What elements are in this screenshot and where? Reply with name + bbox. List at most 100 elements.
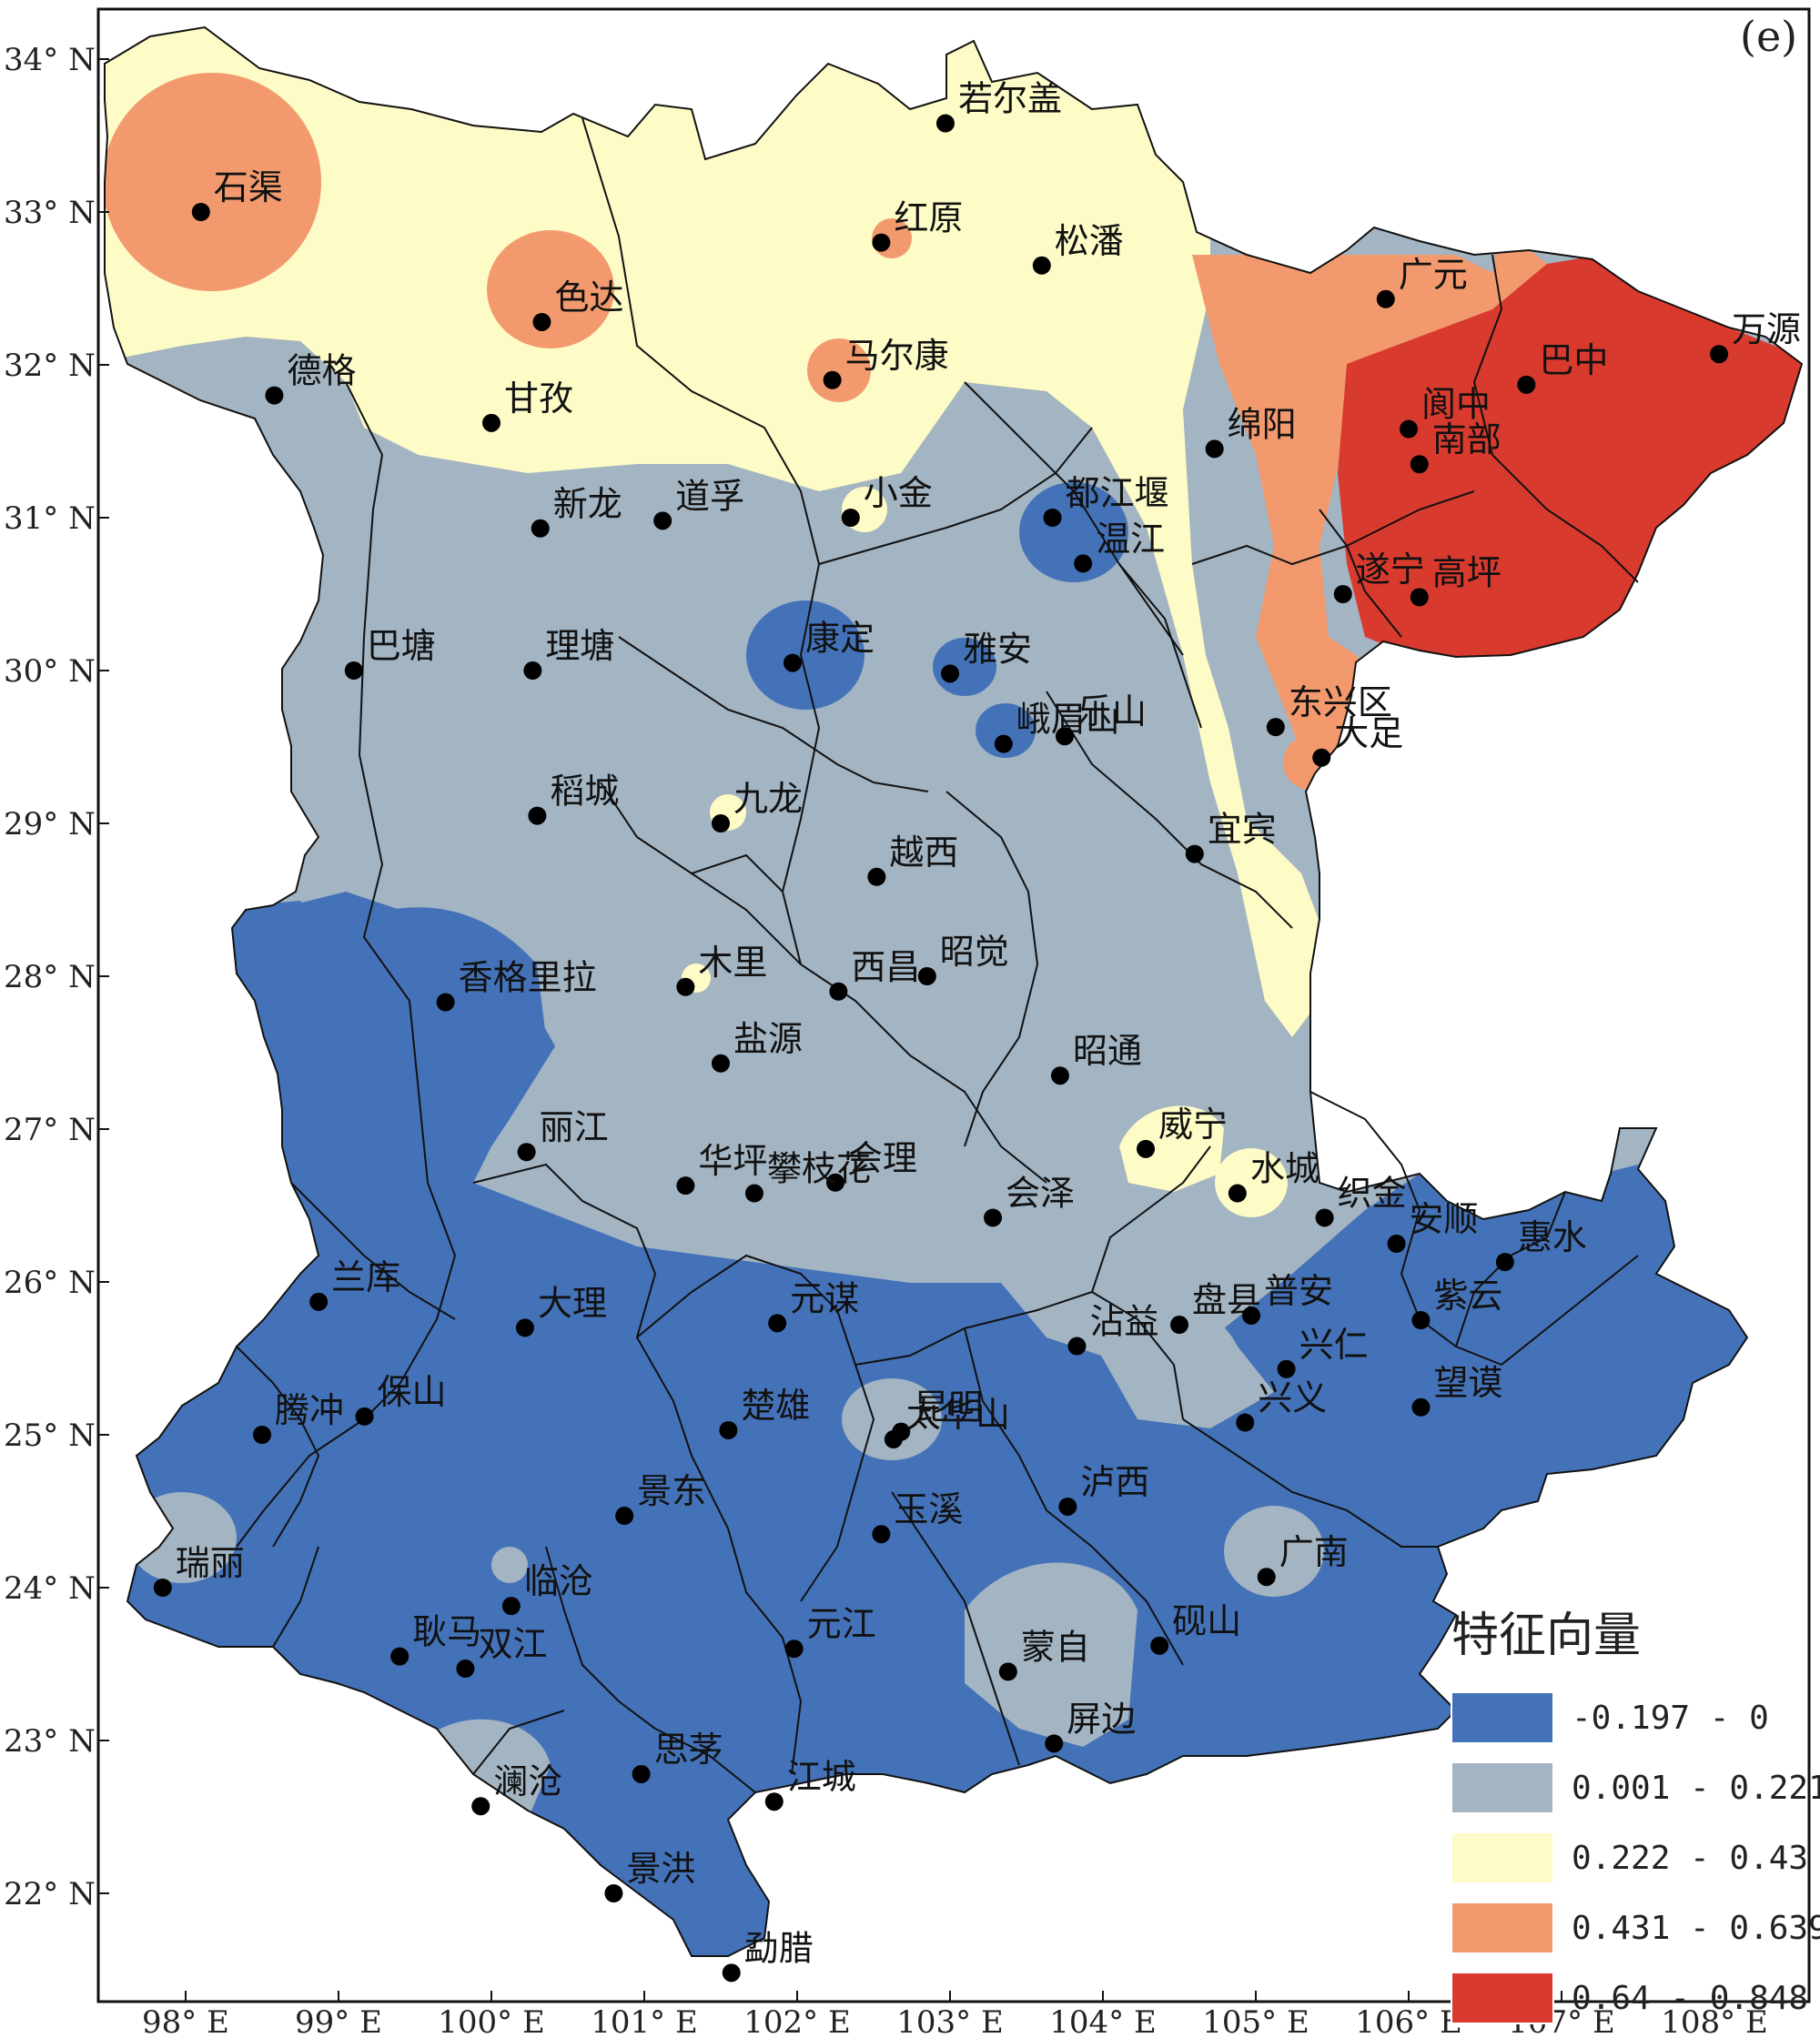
station-label: 元江 — [807, 1604, 876, 1644]
station-marker — [841, 509, 860, 527]
station-marker — [829, 982, 848, 1001]
station-label: 巴塘 — [367, 626, 436, 666]
station-marker — [1410, 588, 1429, 607]
station-label: 都江堰 — [1066, 473, 1169, 513]
station-marker — [1376, 289, 1395, 308]
station-marker — [994, 734, 1013, 753]
legend-swatch — [1451, 1831, 1554, 1884]
y-tick-label: 30° N — [4, 653, 96, 690]
station-label: 玉溪 — [894, 1489, 963, 1529]
x-tick-label: 100° E — [438, 2004, 545, 2038]
station-label: 南部 — [1432, 419, 1502, 459]
station-marker — [653, 511, 672, 530]
station-marker — [1266, 718, 1285, 737]
station-marker — [1315, 1208, 1334, 1227]
x-tick-label: 105° E — [1202, 2004, 1309, 2038]
station-label: 会理 — [848, 1138, 917, 1178]
station-marker — [867, 867, 886, 886]
station-label: 德格 — [287, 351, 356, 391]
station-label: 香格里拉 — [459, 958, 597, 998]
legend-label: 0.222 - 0.43 — [1572, 1840, 1808, 1877]
x-tick-label: 98° E — [142, 2004, 229, 2038]
station-marker — [784, 1639, 804, 1659]
legend-label: 0.001 - 0.221 — [1572, 1770, 1820, 1807]
station-label: 沾益 — [1089, 1302, 1158, 1342]
station-marker — [1043, 509, 1062, 527]
station-marker — [1241, 1306, 1260, 1325]
x-tick-label: 106° E — [1355, 2004, 1462, 2038]
station-label: 兴义 — [1258, 1378, 1327, 1418]
station-label: 广元 — [1399, 255, 1468, 295]
station-marker — [764, 1792, 784, 1811]
station-label: 思茅 — [654, 1730, 723, 1770]
station-marker — [712, 1054, 730, 1073]
station-marker — [309, 1292, 329, 1311]
station-marker — [744, 1184, 763, 1203]
station-marker — [719, 1420, 738, 1439]
station-label: 保山 — [378, 1372, 447, 1412]
station-label: 华坪 — [698, 1141, 767, 1181]
station-marker — [826, 1173, 844, 1192]
station-label: 勐腊 — [744, 1928, 814, 1968]
station-marker — [1050, 1066, 1069, 1085]
station-label: 新龙 — [553, 484, 622, 524]
x-tick-label: 99° E — [295, 2004, 382, 2038]
station-marker — [872, 1525, 891, 1544]
station-label: 蒙自 — [1021, 1627, 1090, 1667]
station-label: 昆明 — [914, 1387, 983, 1428]
legend-swatch — [1451, 1902, 1554, 1954]
station-marker — [1185, 844, 1204, 863]
x-tick-label: 104° E — [1049, 2004, 1157, 2038]
station-label: 瑞丽 — [176, 1543, 245, 1583]
station-marker — [917, 967, 936, 985]
station-marker — [1410, 455, 1429, 474]
station-label: 松潘 — [1055, 221, 1124, 261]
station-label: 甘孜 — [504, 378, 573, 419]
station-label: 景东 — [637, 1471, 706, 1511]
station-label: 安顺 — [1410, 1199, 1479, 1239]
station-marker — [531, 519, 550, 538]
station-label: 道孚 — [675, 476, 744, 516]
station-marker — [935, 114, 955, 133]
x-tick-labels: 98° E 99° E 100° E 101° E 102° E 103° E 104° E… — [142, 2004, 1768, 2038]
station-label: 织金 — [1338, 1173, 1407, 1213]
station-label: 紫云 — [1433, 1276, 1502, 1316]
y-tick-label: 28° N — [4, 959, 96, 995]
station-marker — [1058, 1497, 1077, 1516]
station-label: 兰库 — [331, 1257, 400, 1297]
station-marker — [1387, 1235, 1406, 1253]
y-tick-label: 27° N — [4, 1112, 96, 1148]
station-marker — [768, 1314, 787, 1333]
station-label: 广南 — [1279, 1532, 1349, 1572]
station-label: 耿马 — [412, 1612, 481, 1652]
station-marker — [1710, 345, 1729, 364]
station-marker — [471, 1797, 490, 1816]
station-marker — [1517, 375, 1536, 394]
station-label: 元谋 — [790, 1278, 859, 1318]
station-marker — [872, 233, 891, 252]
y-tick-labels: 34° N 33° N 32° N 31° N 30° N 29° N 28° N 27° N… — [4, 42, 96, 1912]
station-marker — [722, 1963, 741, 1983]
station-marker — [1333, 585, 1352, 603]
station-label: 兴仁 — [1299, 1325, 1369, 1365]
station-marker — [676, 1176, 695, 1196]
station-label: 大足 — [1334, 713, 1403, 753]
station-label: 康定 — [805, 619, 875, 659]
y-tick-label: 29° N — [4, 806, 96, 842]
y-tick-label: 22° N — [4, 1876, 96, 1912]
station-marker — [1074, 554, 1093, 573]
station-label: 稻城 — [550, 772, 619, 812]
legend-label: -0.197 - 0 — [1572, 1700, 1769, 1737]
legend-swatch — [1451, 1972, 1554, 2024]
station-label: 水城 — [1250, 1149, 1320, 1189]
station-marker — [1312, 748, 1331, 767]
station-label: 泸西 — [1080, 1462, 1149, 1502]
station-marker — [515, 1318, 534, 1337]
legend-swatch — [1451, 1761, 1554, 1814]
station-marker — [1056, 727, 1074, 746]
station-label: 若尔盖 — [958, 79, 1062, 119]
station-label: 东兴区 — [1289, 682, 1392, 722]
station-marker — [355, 1407, 374, 1426]
y-tick-label: 34° N — [4, 42, 96, 78]
y-tick-label: 31° N — [4, 500, 96, 537]
